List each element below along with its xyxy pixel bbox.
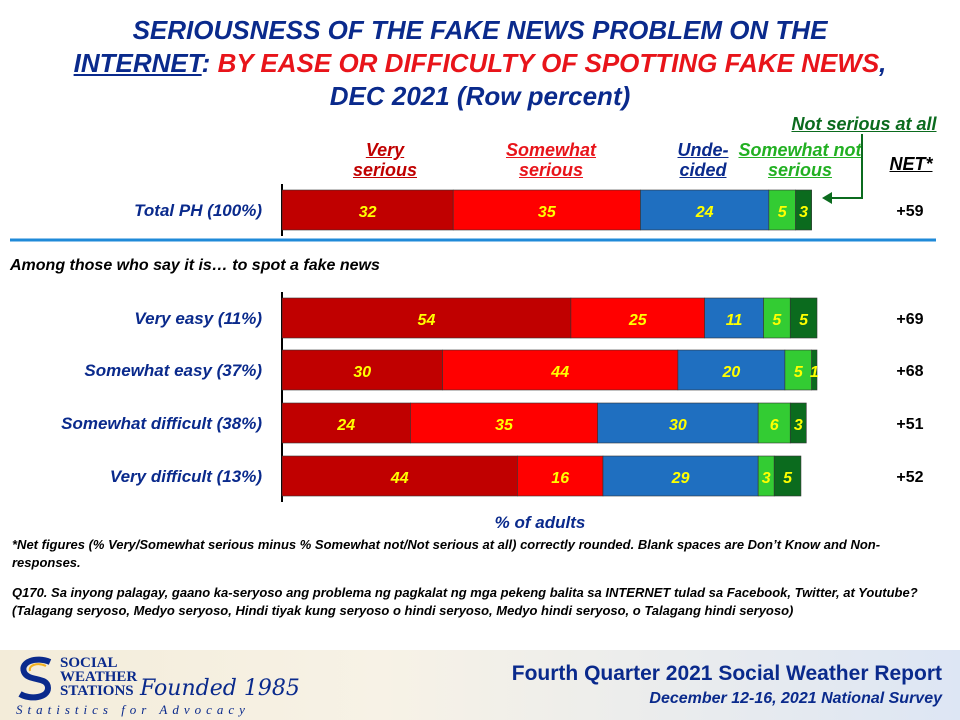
data-label: 5 <box>799 312 809 329</box>
data-label: 5 <box>772 312 782 329</box>
bar-segment <box>410 402 598 444</box>
data-label: 35 <box>495 417 514 434</box>
data-label: 5 <box>778 204 788 221</box>
data-label: 44 <box>550 364 569 381</box>
bar-segment <box>784 349 812 391</box>
data-label: 32 <box>359 204 377 221</box>
data-label: 3 <box>794 417 803 434</box>
title-line-1: SERIOUSNESS OF THE FAKE NEWS PROBLEM ON … <box>132 15 828 45</box>
bar-segment <box>597 402 759 444</box>
not-serious-arrow-line <box>826 134 863 199</box>
bar-segment <box>452 189 641 231</box>
data-label: 44 <box>390 470 409 487</box>
bar-segment <box>789 297 818 339</box>
bar-segment <box>442 349 679 391</box>
bar-segment <box>763 297 791 339</box>
chart-title: SERIOUSNESS OF THE FAKE NEWS PROBLEM ON … <box>0 14 960 113</box>
bar-segment <box>281 297 572 339</box>
data-label: 3 <box>762 470 771 487</box>
category-label: Somewhat easy (37%) <box>84 361 262 380</box>
x-axis-label: % of adults <box>495 513 586 532</box>
sws-logo-icon <box>18 656 52 701</box>
data-label: 11 <box>726 312 743 329</box>
header-not-serious-at-all: Not serious at all <box>791 114 937 134</box>
section-label: Among those who say it is… to spot a fak… <box>9 257 380 274</box>
bar-segment <box>704 297 764 339</box>
category-label: Very difficult (13%) <box>110 467 262 486</box>
data-label: 25 <box>628 312 648 329</box>
data-label: 6 <box>770 417 779 434</box>
data-label: 1 <box>810 364 819 381</box>
bar-segment <box>517 455 604 497</box>
category-label: Somewhat difficult (38%) <box>61 414 262 433</box>
data-label: 24 <box>336 417 355 434</box>
data-label: 16 <box>551 470 569 487</box>
net-value: +51 <box>896 416 923 433</box>
bar-segment <box>811 349 818 391</box>
stacked-bar-chart: Among those who say it is… to spot a fak… <box>9 134 936 532</box>
header-very-serious: Very serious <box>352 140 418 180</box>
bar-segment <box>602 455 759 497</box>
bar-segment <box>677 349 786 391</box>
net-value: +68 <box>896 363 923 380</box>
data-label: 30 <box>353 364 371 381</box>
bar-segment <box>789 402 807 444</box>
title-date: DEC 2021 (Row percent) <box>329 81 631 111</box>
bar-segment <box>795 189 812 231</box>
title-colon: : <box>201 48 218 78</box>
category-label: Total PH (100%) <box>134 201 262 220</box>
data-label: 29 <box>671 470 690 487</box>
net-footnote: *Net figures (% Very/Somewhat serious mi… <box>12 537 881 570</box>
survey-dates: December 12-16, 2021 National Survey <box>649 690 942 707</box>
category-label: Very easy (11%) <box>134 309 262 328</box>
data-label: 3 <box>799 204 808 221</box>
data-label: 30 <box>669 417 687 434</box>
data-label: 5 <box>794 364 804 381</box>
title-comma: , <box>879 48 887 78</box>
bar-segment <box>281 189 454 231</box>
header-somewhat-serious: Somewhat serious <box>505 140 597 180</box>
bar-segment <box>640 189 770 231</box>
bar-segment <box>757 402 791 444</box>
sws-logo-text: SOCIAL WEATHER STATIONS <box>60 655 138 699</box>
data-label: 24 <box>695 204 714 221</box>
bar-segment <box>768 189 796 231</box>
net-value: +69 <box>896 311 923 328</box>
title-subtitle: BY EASE OR DIFFICULTY OF SPOTTING FAKE N… <box>217 48 880 78</box>
title-internet: INTERNET <box>73 48 202 78</box>
tagline: Statistics for Advocacy <box>16 702 250 717</box>
not-serious-arrow-head <box>822 192 832 204</box>
data-label: 54 <box>418 312 436 329</box>
report-title: Fourth Quarter 2021 Social Weather Repor… <box>511 662 942 685</box>
net-value: +59 <box>896 203 923 220</box>
header-undecided: Unde- cided <box>677 140 729 180</box>
bar-segment <box>281 349 443 391</box>
data-label: 5 <box>783 470 793 487</box>
data-label: 20 <box>722 364 741 381</box>
footer-band <box>0 650 960 720</box>
data-label: 35 <box>538 204 557 221</box>
header-somewhat-not-serious: Somewhat not serious <box>738 140 862 180</box>
bar-segment <box>281 455 518 497</box>
bar-segment <box>281 402 411 444</box>
header-net: NET* <box>889 154 933 174</box>
net-value: +52 <box>896 469 923 486</box>
question-footnote: Q170. Sa inyong palagay, gaano ka-seryos… <box>12 585 918 618</box>
founded-text: Founded 1985 <box>140 676 300 701</box>
bar-segment <box>773 455 802 497</box>
